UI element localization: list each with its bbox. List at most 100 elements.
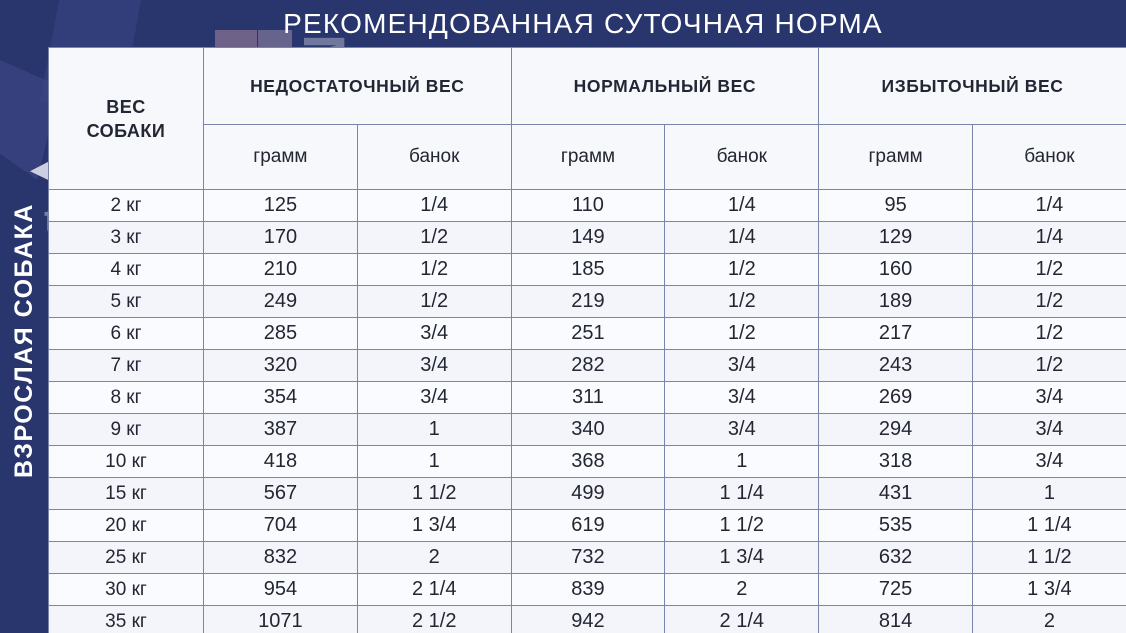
cell-normalweight-cans: 1/2	[664, 317, 820, 350]
cell-underweight-grams: 354	[203, 381, 358, 414]
cell-normalweight-cans: 1 3/4	[664, 541, 820, 574]
cell-overweight-grams: 217	[818, 317, 973, 350]
cell-normalweight-cans: 3/4	[664, 413, 820, 446]
group-header-overweight: ИЗБЫТОЧНЫЙ ВЕС	[818, 47, 1126, 125]
cell-underweight-grams: 170	[203, 221, 358, 254]
table-row: 3 кг 170 1/2 149 1/4 129 1/4	[48, 221, 1126, 254]
cell-normalweight-cans: 1	[664, 445, 820, 478]
table-row: 25 кг 832 2 732 1 3/4 632 1 1/2	[48, 541, 1126, 574]
cell-normalweight-cans: 1/2	[664, 285, 820, 318]
feeding-table: ВЕС СОБАКИ НЕДОСТАТОЧНЫЙ ВЕС НОРМАЛЬНЫЙ …	[48, 47, 1126, 633]
cell-overweight-cans: 2	[972, 605, 1126, 633]
cell-normalweight-grams: 110	[510, 189, 666, 222]
cell-overweight-cans: 1/2	[972, 349, 1126, 382]
cell-overweight-grams: 189	[818, 285, 973, 318]
cell-normalweight-grams: 732	[510, 541, 666, 574]
group-header-normalweight: НОРМАЛЬНЫЙ ВЕС	[510, 47, 820, 125]
feeding-table-wrapper: ВЕС СОБАКИ НЕДОСТАТОЧНЫЙ ВЕС НОРМАЛЬНЫЙ …	[48, 47, 1126, 633]
cell-normalweight-grams: 219	[510, 285, 666, 318]
cell-underweight-grams: 704	[203, 509, 358, 542]
cell-underweight-cans: 3/4	[356, 349, 512, 382]
subheader-overweight-cans: банок	[972, 124, 1126, 190]
cell-dog-weight: 5 кг	[48, 285, 204, 318]
cell-normalweight-cans: 1 1/4	[664, 477, 820, 510]
group-header-underweight: НЕДОСТАТОЧНЫЙ ВЕС	[203, 47, 512, 125]
cell-overweight-grams: 160	[818, 253, 973, 286]
title-bar: РЕКОМЕНДОВАННАЯ СУТОЧНАЯ НОРМА	[0, 0, 1126, 47]
dog-weight-line1: ВЕС	[106, 96, 146, 117]
cell-underweight-grams: 1071	[203, 605, 358, 633]
table-row: 5 кг 249 1/2 219 1/2 189 1/2	[48, 285, 1126, 318]
cell-underweight-cans: 1 3/4	[356, 509, 512, 542]
cell-dog-weight: 8 кг	[48, 381, 204, 414]
subheader-normalweight-cans: банок	[664, 124, 820, 190]
cell-underweight-cans: 1	[356, 413, 512, 446]
table-row: 10 кг 418 1 368 1 318 3/4	[48, 445, 1126, 478]
cell-underweight-cans: 2	[356, 541, 512, 574]
cell-overweight-grams: 243	[818, 349, 973, 382]
cell-dog-weight: 25 кг	[48, 541, 204, 574]
cell-underweight-cans: 2 1/2	[356, 605, 512, 633]
column-header-dog-weight: ВЕС СОБАКИ	[48, 47, 204, 190]
cell-underweight-cans: 1/2	[356, 285, 512, 318]
cell-overweight-cans: 3/4	[972, 413, 1126, 446]
cell-underweight-cans: 1	[356, 445, 512, 478]
cell-overweight-grams: 814	[818, 605, 973, 633]
cell-dog-weight: 20 кг	[48, 509, 204, 542]
cell-overweight-cans: 1/2	[972, 317, 1126, 350]
subheader-overweight-grams: грамм	[818, 124, 973, 190]
cell-normalweight-cans: 1/2	[664, 253, 820, 286]
group-header-row: ВЕС СОБАКИ НЕДОСТАТОЧНЫЙ ВЕС НОРМАЛЬНЫЙ …	[48, 47, 1126, 190]
cell-overweight-grams: 632	[818, 541, 973, 574]
table-row: 15 кг 567 1 1/2 499 1 1/4 431 1	[48, 477, 1126, 510]
table-row: 2 кг 125 1/4 110 1/4 95 1/4	[48, 189, 1126, 222]
page-title: РЕКОМЕНДОВАННАЯ СУТОЧНАЯ НОРМА	[283, 7, 883, 39]
cell-normalweight-cans: 1 1/2	[664, 509, 820, 542]
cell-overweight-grams: 318	[818, 445, 973, 478]
cell-underweight-cans: 1/2	[356, 221, 512, 254]
subheader-normalweight-grams: грамм	[510, 124, 666, 190]
table-row: 35 кг 1071 2 1/2 942 2 1/4 814 2	[48, 605, 1126, 633]
cell-underweight-grams: 210	[203, 253, 358, 286]
cell-overweight-grams: 95	[818, 189, 973, 222]
cell-dog-weight: 10 кг	[48, 445, 204, 478]
cell-normalweight-cans: 3/4	[664, 381, 820, 414]
cell-underweight-grams: 832	[203, 541, 358, 574]
cell-overweight-grams: 294	[818, 413, 973, 446]
cell-underweight-grams: 387	[203, 413, 358, 446]
side-band-label: ВЗРОСЛАЯ СОБАКА	[9, 202, 38, 478]
cell-dog-weight: 6 кг	[48, 317, 204, 350]
cell-underweight-cans: 1 1/2	[356, 477, 512, 510]
cell-underweight-grams: 320	[203, 349, 358, 382]
cell-dog-weight: 9 кг	[48, 413, 204, 446]
cell-overweight-grams: 725	[818, 573, 973, 606]
cell-overweight-cans: 1	[972, 477, 1126, 510]
cell-normalweight-grams: 499	[510, 477, 666, 510]
cell-underweight-cans: 1/4	[356, 189, 512, 222]
cell-dog-weight: 7 кг	[48, 349, 204, 382]
table-row: 7 кг 320 3/4 282 3/4 243 1/2	[48, 349, 1126, 382]
table-row: 4 кг 210 1/2 185 1/2 160 1/2	[48, 253, 1126, 286]
cell-normalweight-cans: 3/4	[664, 349, 820, 382]
subheader-underweight-grams: грамм	[203, 124, 358, 190]
cell-underweight-cans: 3/4	[356, 317, 512, 350]
cell-normalweight-grams: 282	[510, 349, 666, 382]
cell-normalweight-grams: 251	[510, 317, 666, 350]
cell-overweight-cans: 1 1/4	[972, 509, 1126, 542]
table-head: ВЕС СОБАКИ НЕДОСТАТОЧНЫЙ ВЕС НОРМАЛЬНЫЙ …	[48, 47, 1126, 190]
cell-normalweight-grams: 839	[510, 573, 666, 606]
cell-dog-weight: 35 кг	[48, 605, 204, 633]
cell-overweight-grams: 129	[818, 221, 973, 254]
cell-normalweight-grams: 185	[510, 253, 666, 286]
cell-underweight-grams: 954	[203, 573, 358, 606]
cell-normalweight-grams: 619	[510, 509, 666, 542]
cell-dog-weight: 30 кг	[48, 573, 204, 606]
cell-normalweight-grams: 368	[510, 445, 666, 478]
cell-underweight-grams: 249	[203, 285, 358, 318]
cell-normalweight-grams: 942	[510, 605, 666, 633]
cell-normalweight-cans: 1/4	[664, 189, 820, 222]
table-body: 2 кг 125 1/4 110 1/4 95 1/4 3 кг 170 1/2 149 1/4 129…	[48, 189, 1126, 633]
cell-underweight-grams: 285	[203, 317, 358, 350]
cell-overweight-cans: 3/4	[972, 381, 1126, 414]
